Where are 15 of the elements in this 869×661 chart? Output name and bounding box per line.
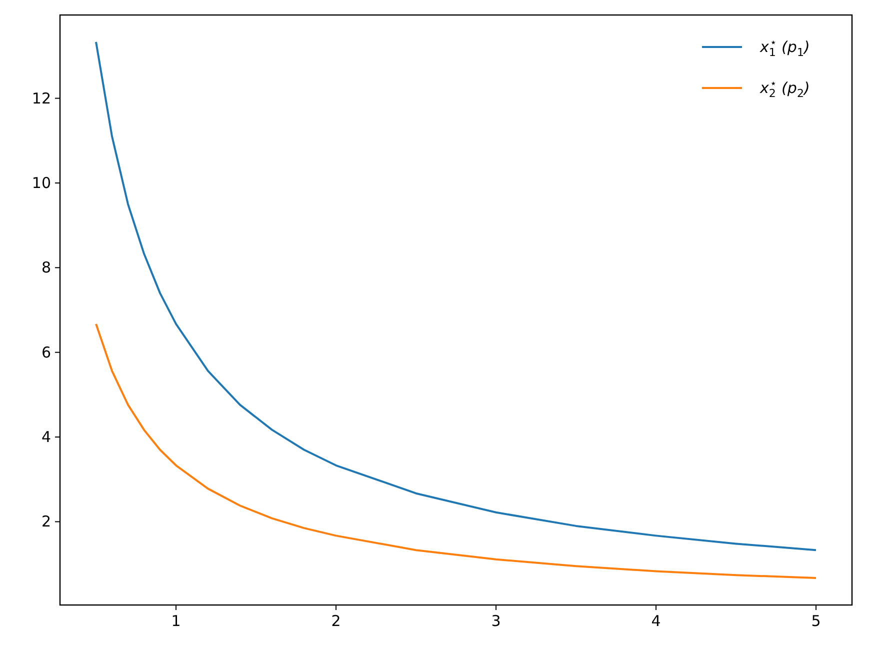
y-tick-label: 10	[32, 174, 51, 192]
x-tick-label: 3	[491, 612, 501, 630]
y-tick-label: 8	[41, 258, 51, 277]
x-tick-label: 4	[651, 612, 661, 630]
y-tick-label: 2	[41, 512, 51, 531]
y-tick-label: 12	[32, 89, 51, 108]
y-tick-label: 4	[41, 428, 51, 446]
x-tick-label: 2	[331, 612, 341, 630]
y-tick-label: 6	[41, 343, 51, 362]
legend-label: x$_{1}$$^{⋆}$ (p$_{1}$)	[759, 36, 810, 59]
line-series	[95, 40, 817, 552]
legend-label: x$_{2}$$^{⋆}$ (p$_{2}$)	[759, 77, 810, 100]
line-series	[95, 322, 817, 580]
x-tick-label: 5	[811, 612, 821, 630]
x-tick-label: 1	[171, 612, 181, 630]
